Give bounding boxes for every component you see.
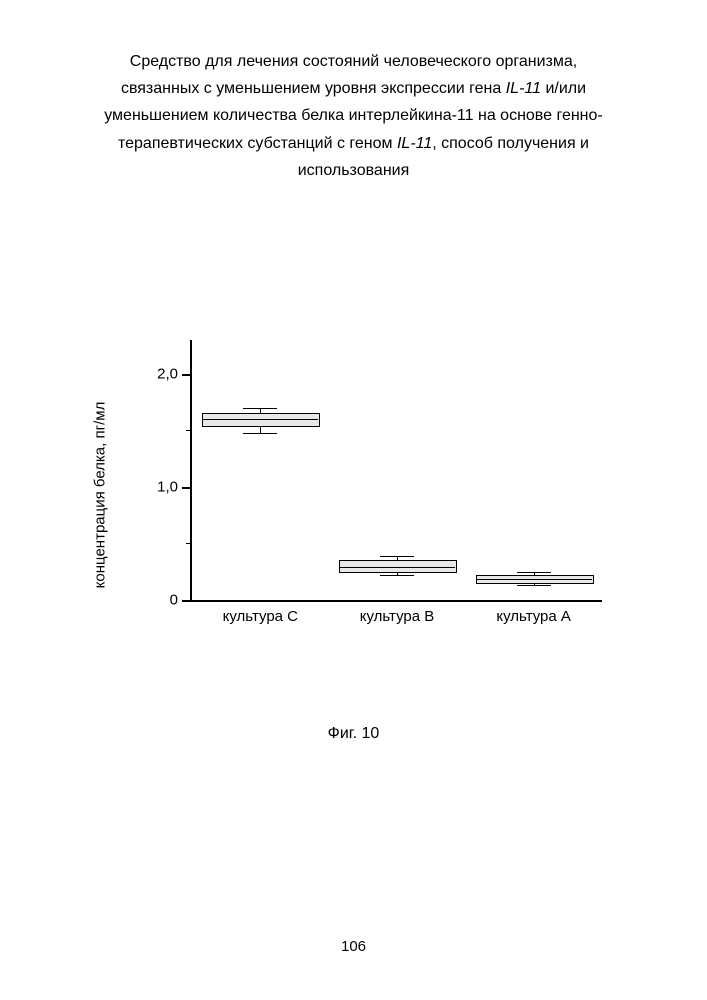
whisker-cap-upper bbox=[517, 572, 551, 573]
title-line-1: Средство для лечения состояний человечес… bbox=[130, 53, 577, 70]
title-line-5: использования bbox=[298, 162, 410, 179]
box bbox=[476, 575, 594, 584]
y-tick-label: 1,0 bbox=[157, 478, 178, 495]
boxplot-group bbox=[339, 340, 455, 600]
x-tick-label: культура C bbox=[223, 608, 298, 625]
document-title: Средство для лечения состояний человечес… bbox=[70, 48, 637, 184]
title-line-2a: связанных с уменьшением уровня экспресси… bbox=[121, 80, 506, 97]
y-tick bbox=[182, 487, 192, 489]
whisker-cap-lower bbox=[243, 433, 277, 434]
y-tick-minor bbox=[186, 543, 192, 544]
whisker-cap-upper bbox=[380, 556, 414, 557]
y-tick-minor bbox=[186, 430, 192, 431]
x-tick-label: культура B bbox=[360, 608, 435, 625]
title-line-4c: , способ получения и bbox=[432, 135, 589, 152]
title-line-2c: и/или bbox=[541, 80, 586, 97]
median-line bbox=[339, 567, 455, 568]
boxplot-chart: концентрация белка, пг/мл 01,02,0культур… bbox=[110, 340, 610, 650]
median-line bbox=[476, 579, 592, 580]
plot-area: 01,02,0культура Cкультура Bкультура A bbox=[190, 340, 602, 602]
x-tick-label: культура A bbox=[496, 608, 571, 625]
page: Средство для лечения состояний человечес… bbox=[0, 0, 707, 1000]
y-tick bbox=[182, 374, 192, 376]
figure-caption: Фиг. 10 bbox=[0, 725, 707, 743]
title-line-4a: терапевтических субстанций с геном bbox=[118, 135, 397, 152]
whisker-cap-lower bbox=[380, 575, 414, 576]
page-number: 106 bbox=[0, 938, 707, 955]
title-line-3: уменьшением количества белка интерлейкин… bbox=[104, 107, 603, 124]
title-gene-1: IL-11 bbox=[506, 80, 541, 97]
boxplot-group bbox=[202, 340, 318, 600]
title-gene-2: IL-11 bbox=[397, 135, 432, 152]
y-tick-label: 0 bbox=[170, 592, 178, 609]
boxplot-group bbox=[476, 340, 592, 600]
whisker-cap-upper bbox=[243, 408, 277, 409]
y-tick bbox=[182, 600, 192, 602]
median-line bbox=[202, 419, 318, 420]
y-axis-label: концентрация белка, пг/мл bbox=[92, 402, 109, 589]
y-tick-label: 2,0 bbox=[157, 365, 178, 382]
whisker-cap-lower bbox=[517, 585, 551, 586]
